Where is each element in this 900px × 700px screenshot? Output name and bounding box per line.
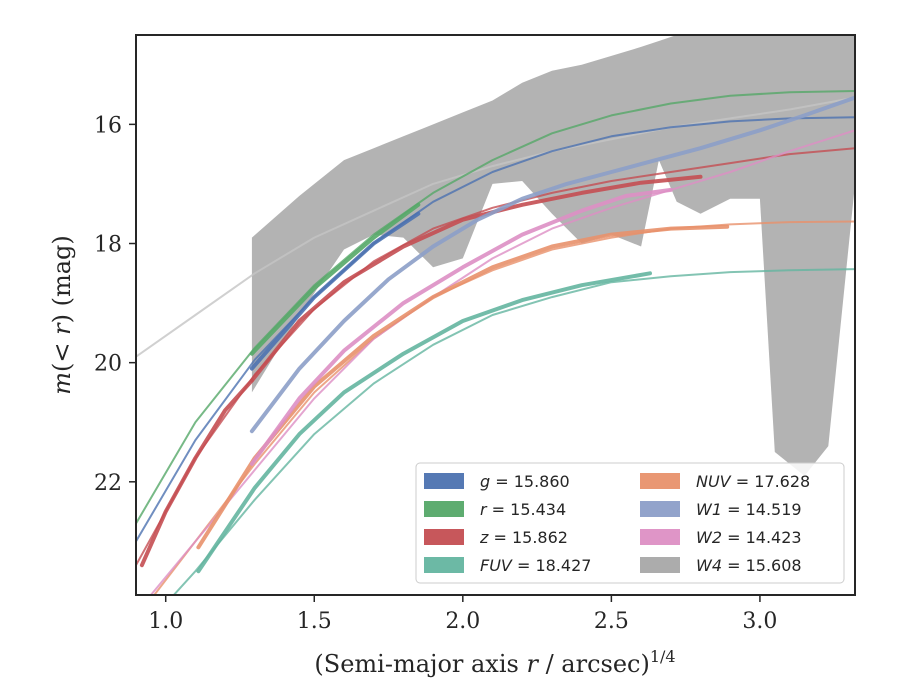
legend-label-nuv: NUV = 17.628 [696,472,810,491]
model-curve-fuv [172,268,855,595]
y-tick-label: 22 [94,471,122,496]
x-tick-label: 2.0 [445,609,480,634]
x-tick-label: 3.0 [742,609,777,634]
legend-label-z: z = 15.862 [479,528,568,547]
legend-label-w4: W4 = 15.608 [696,556,802,575]
profile-curve-z-7 [139,378,254,568]
legend-label-r: r = 15.434 [480,500,566,519]
legend-label-fuv: FUV = 18.427 [480,556,591,575]
y-axis-label: m(< r) (mag) [48,235,76,395]
model-curve-nuv [153,220,855,595]
legend-label-w1: W1 = 14.519 [696,500,802,519]
legend: g = 15.860 r = 15.434 z = 15.862 FUV = 18.4… [415,462,845,584]
x-tick-label: 1.0 [148,609,183,634]
legend-label-w2: W2 = 14.423 [696,528,802,547]
legend-box [415,462,845,584]
y-axis: 16 18 20 22 [94,113,136,496]
profile-curve-r-1 [249,202,421,356]
x-axis-label: (Semi-major axis r / arcsec)1/4 [314,647,675,678]
legend-swatch-fuv [424,557,464,573]
y-tick-label: 16 [94,113,122,138]
legend-swatch-w2 [640,529,680,545]
legend-swatch-nuv [640,473,680,489]
legend-label-g: g = 15.860 [480,472,570,491]
profile-curve-g-0 [249,211,421,371]
x-tick-label: 1.5 [297,609,332,634]
legend-swatch-r [424,501,464,517]
plot-content [136,35,855,595]
legend-swatch-g [424,473,464,489]
y-tick-label: 18 [94,233,122,258]
plot-frame [135,34,856,596]
model-curve-w2 [149,129,855,595]
x-axis: 1.0 1.5 2.0 2.5 3.0 [148,595,777,634]
model-curve-w1 [136,96,855,358]
profile-curve-z-2 [249,174,703,383]
profile-curve-w2-6 [249,187,673,466]
x-tick-label: 2.5 [594,609,629,634]
legend-swatch-z [424,529,464,545]
profile-curve-w1-5 [249,95,855,434]
y-tick-label: 20 [94,352,122,377]
model-curve-g [136,116,855,542]
legend-swatch-w1 [640,501,680,517]
profile-curve-fuv-3 [196,271,652,574]
legend-swatch-w4 [640,557,680,573]
